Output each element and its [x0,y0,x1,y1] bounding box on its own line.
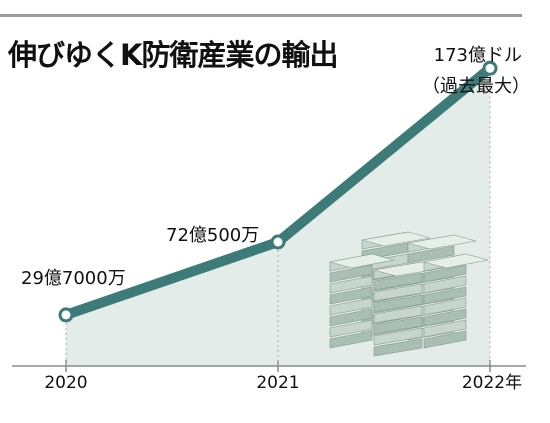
x-axis-ticks [65,76,491,372]
money-bundle-top-icon [361,231,431,247]
money-bundle-icon [329,286,373,305]
data-point-2022 [482,60,498,76]
money-bundle-icon [329,297,373,316]
chart-title: 伸びゆくK防衛産業の輸出 [8,38,338,72]
x-tick-label-2021: 2021 [256,373,299,393]
money-bundle-icon [373,283,423,302]
top-rule [0,14,522,17]
money-bundle-icon [373,316,423,335]
money-bundle-icon [329,319,373,338]
data-points [58,60,498,323]
record-high-annotation: （過去最大） [422,76,530,97]
money-bundle-icon [373,338,423,357]
money-bundle-icon [373,305,423,324]
money-bundle-icon [373,327,423,346]
money-bundle-icon [329,264,373,283]
x-tick-label-2020: 2020 [44,373,87,393]
money-bundle-top-icon [329,253,395,269]
money-bundle-top-icon [407,234,477,250]
money-bundle-icon [373,272,423,291]
money-bundle-top-icon [423,253,489,269]
money-bundle-icon [423,308,467,327]
money-bundle-icon [423,319,467,338]
data-label-2020: 29億7000万 [21,268,126,289]
money-bundle-icon [423,264,467,283]
data-label-2022: 173億ドル [434,45,522,66]
money-bundle-icon [423,297,467,316]
data-label-2021: 72億500万 [166,225,259,246]
data-point-2020 [58,307,74,323]
money-bundle-icon [329,275,373,294]
money-bundle-icon [407,245,455,264]
money-stack-illustration [329,231,489,357]
money-bundle-icon [423,275,467,294]
data-point-2021 [270,234,286,250]
money-bundle-icon [423,330,467,349]
money-bundle-icon [329,330,373,349]
money-bundle-icon [423,286,467,305]
x-tick-label-2022: 2022年 [462,373,522,393]
money-bundle-icon [373,294,423,313]
money-bundle-icon [329,308,373,327]
